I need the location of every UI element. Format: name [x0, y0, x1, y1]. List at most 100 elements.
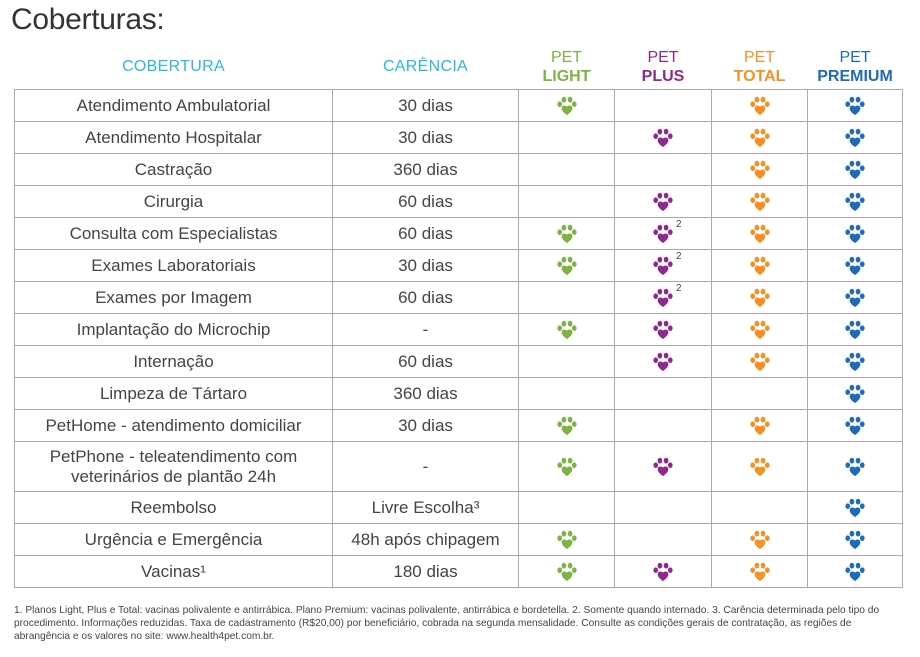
- cobertura-cell: Cirurgia: [14, 185, 333, 218]
- coverage-table-body: Atendimento Ambulatorial 30 dias Atendimen…: [14, 89, 903, 588]
- paw-icon: [844, 224, 866, 244]
- footnote-marker: 2: [676, 251, 682, 263]
- table-row: PetPhone - teleatendimento com veterinár…: [14, 441, 903, 492]
- cobertura-cell: Exames Laboratoriais: [14, 249, 333, 282]
- paw-icon: [652, 224, 674, 244]
- plan-cell-plus: [614, 185, 712, 218]
- plan-cell-light: [518, 281, 615, 314]
- paw-icon: [844, 96, 866, 116]
- plan-cell-plus: [614, 409, 712, 442]
- plan-cell-total: [711, 217, 808, 250]
- paw-icon: [652, 288, 674, 308]
- paw-icon: [844, 128, 866, 148]
- paw-icon: [556, 256, 578, 276]
- plan-cell-premium: [807, 89, 903, 122]
- footnote: 1. Planos Light, Plus e Total: vacinas p…: [14, 605, 880, 642]
- paw-icon: [844, 288, 866, 308]
- plan-cell-plus: [614, 377, 712, 410]
- carencia-cell: 60 dias: [332, 281, 519, 314]
- paw-icon: [749, 416, 771, 436]
- paw-icon: [844, 498, 866, 518]
- plan-cell-plus: [614, 121, 712, 154]
- plan-cell-plus: 2: [614, 281, 712, 314]
- cobertura-cell: PetHome - atendimento domiciliar: [14, 409, 333, 442]
- cobertura-cell: Implantação do Microchip: [14, 313, 333, 346]
- plan-cell-light: [518, 345, 615, 378]
- plan-cell-total: [711, 249, 808, 282]
- plan-cell-light: [518, 153, 615, 186]
- plan-cell-plus: [614, 441, 712, 492]
- plan-cell-plus: [614, 345, 712, 378]
- cobertura-cell: Internação: [14, 345, 333, 378]
- plan-cell-total: [711, 89, 808, 122]
- plan-cell-premium: [807, 523, 903, 556]
- cobertura-cell: Atendimento Ambulatorial: [14, 89, 333, 122]
- plan-cell-premium: [807, 249, 903, 282]
- cobertura-cell: Urgência e Emergência: [14, 523, 333, 556]
- table-row: Exames Laboratoriais 30 dias 2: [14, 249, 903, 282]
- table-row: Implantação do Microchip -: [14, 313, 903, 346]
- paw-icon: [556, 562, 578, 582]
- plan-cell-plus: [614, 89, 712, 122]
- paw-icon: [844, 416, 866, 436]
- carencia-cell: 30 dias: [332, 249, 519, 282]
- table-header-row: COBERTURA CARÊNCIA PET LIGHT PET PLUS PE…: [15, 44, 903, 90]
- paw-icon: [556, 457, 578, 477]
- plan-cell-total: [711, 281, 808, 314]
- plan-cell-light: [518, 491, 615, 524]
- plan-cell-plus: 2: [614, 217, 712, 250]
- carencia-cell: 60 dias: [332, 345, 519, 378]
- table-row: Atendimento Ambulatorial 30 dias: [14, 89, 903, 122]
- carencia-cell: 180 dias: [332, 555, 519, 588]
- header-pet-total: PET TOTAL: [733, 48, 786, 85]
- paw-icon: [749, 457, 771, 477]
- header-carencia: CARÊNCIA: [382, 58, 469, 75]
- paw-icon: [749, 352, 771, 372]
- paw-icon: [652, 320, 674, 340]
- plan-cell-premium: [807, 281, 903, 314]
- paw-icon: [844, 256, 866, 276]
- table-row: Exames por Imagem 60 dias 2: [14, 281, 903, 314]
- cobertura-cell: Vacinas¹: [14, 555, 333, 588]
- plan-cell-premium: [807, 555, 903, 588]
- plan-cell-premium: [807, 377, 903, 410]
- plan-cell-total: [711, 555, 808, 588]
- table-row: Castração 360 dias: [14, 153, 903, 186]
- plan-cell-plus: [614, 491, 712, 524]
- plan-cell-total: [711, 313, 808, 346]
- paw-icon: [652, 192, 674, 212]
- table-row: Consulta com Especialistas 60 dias 2: [14, 217, 903, 250]
- page-title: Coberturas:: [11, 3, 165, 36]
- carencia-cell: 30 dias: [332, 409, 519, 442]
- paw-icon: [749, 320, 771, 340]
- paw-icon: [749, 128, 771, 148]
- plan-cell-total: [711, 345, 808, 378]
- carencia-cell: -: [332, 441, 519, 492]
- cobertura-cell: Atendimento Hospitalar: [14, 121, 333, 154]
- header-pet-premium: PET PREMIUM: [817, 48, 893, 85]
- cobertura-cell: Exames por Imagem: [14, 281, 333, 314]
- table-row: PetHome - atendimento domiciliar 30 dias: [14, 409, 903, 442]
- paw-icon: [844, 457, 866, 477]
- paw-icon: [749, 224, 771, 244]
- plan-cell-plus: 2: [614, 249, 712, 282]
- paw-icon: [749, 160, 771, 180]
- header-cobertura: COBERTURA: [122, 58, 225, 75]
- plan-cell-total: [711, 121, 808, 154]
- plan-cell-plus: [614, 313, 712, 346]
- table-row: Reembolso Livre Escolha³: [14, 491, 903, 524]
- paw-icon: [749, 530, 771, 550]
- carencia-cell: 360 dias: [332, 377, 519, 410]
- paw-icon: [652, 457, 674, 477]
- paw-icon: [749, 256, 771, 276]
- carencia-cell: 360 dias: [332, 153, 519, 186]
- paw-icon: [844, 160, 866, 180]
- table-row: Urgência e Emergência 48h após chipagem: [14, 523, 903, 556]
- paw-icon: [749, 562, 771, 582]
- paw-icon: [556, 530, 578, 550]
- plan-cell-light: [518, 89, 615, 122]
- plan-cell-premium: [807, 153, 903, 186]
- table-row: Atendimento Hospitalar 30 dias: [14, 121, 903, 154]
- plan-cell-light: [518, 121, 615, 154]
- plan-cell-plus: [614, 153, 712, 186]
